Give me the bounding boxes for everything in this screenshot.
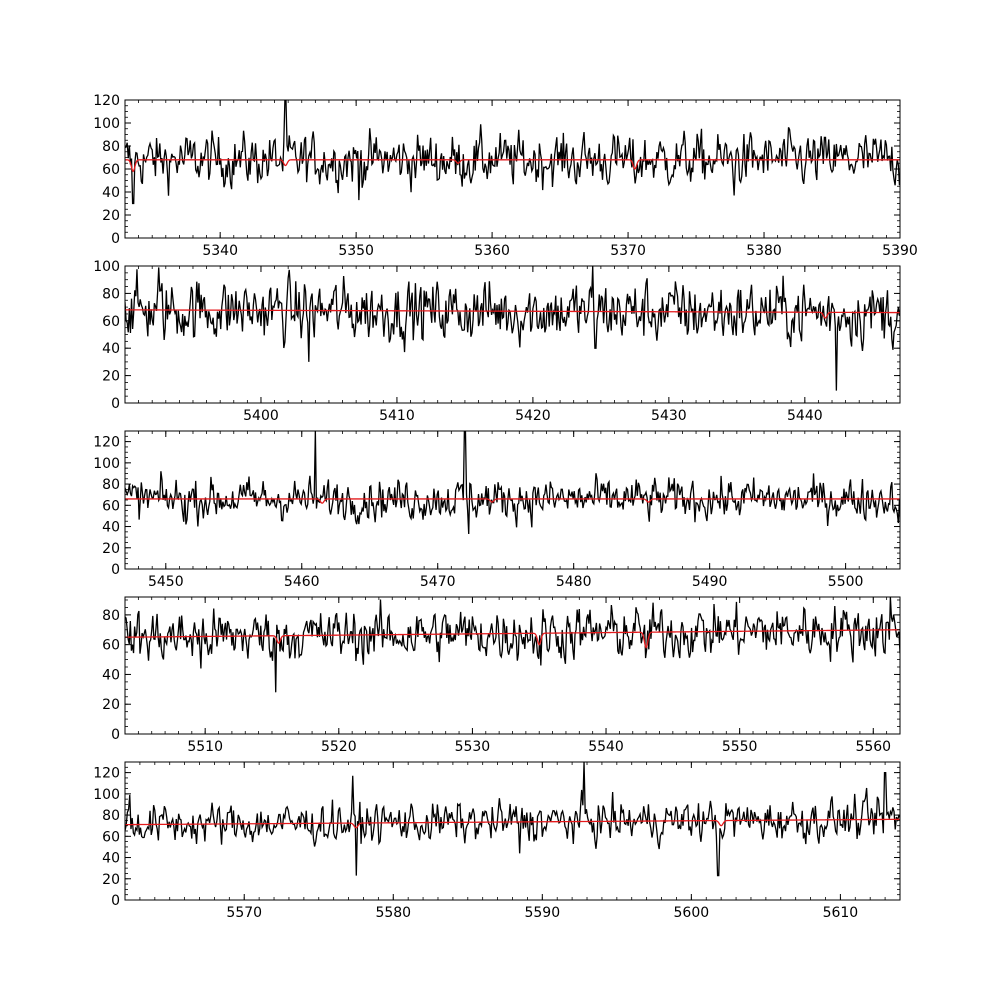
x-tick-label: 5570 [226,905,262,921]
spectrum-panel-2: 5400 5410 5420 5430 5440 0 20 40 60 80 100 [93,259,901,424]
model-spectrum-line-4 [125,629,900,649]
y-tick-label: 40 [102,341,120,357]
x-tick-label: 5540 [588,739,624,755]
observed-spectrum-line-1 [125,100,900,205]
y-tick-label: 100 [93,116,120,132]
x-tick-label: 5340 [202,243,238,259]
x-tick-label: 5510 [187,739,223,755]
y-tick-label: 40 [102,851,120,867]
y-tick-label: 100 [93,259,120,275]
x-tick-label: 5350 [338,243,374,259]
x-tick-label: 5420 [515,408,551,424]
y-tick-label: 120 [93,93,120,109]
y-tick-label: 80 [102,286,120,302]
x-tick-label: 5560 [855,739,891,755]
y-tick-label: 20 [102,872,120,888]
y-tick-label: 40 [102,520,120,536]
y-tick-label: 0 [111,893,120,909]
x-tick-label: 5450 [148,574,184,590]
y-tick-label: 60 [102,498,120,514]
y-tick-label: 0 [111,562,120,578]
x-tick-label: 5400 [243,408,279,424]
y-tick-label: 100 [93,456,120,472]
spectrum-panel-1: 5340 5350 5360 5370 5380 5390 0 20 40 60 80 100 120 [93,93,918,259]
y-tick-label: 120 [93,766,120,782]
y-tick-label: 60 [102,829,120,845]
x-tick-label: 5470 [420,574,456,590]
x-tick-label: 5390 [882,243,918,259]
spectrum-panel-5: 5570 5580 5590 5600 5610 0 20 40 60 80 100 120 [93,761,901,921]
y-tick-label: 80 [102,608,120,624]
model-spectrum-line-2 [125,309,900,319]
x-tick-label: 5530 [455,739,491,755]
x-tick-label: 5520 [321,739,357,755]
x-tick-label: 5600 [674,905,710,921]
x-tick-label: 5430 [651,408,687,424]
y-tick-label: 100 [93,787,120,803]
axes-frame-4 [124,596,901,735]
x-tick-label: 5480 [556,574,592,590]
observed-spectrum-line-4 [125,597,900,693]
y-tick-label: 20 [102,369,120,385]
x-tick-label: 5590 [524,905,560,921]
spectrum-panel-4: 5510 5520 5530 5540 5550 5560 0 20 40 60 80 [102,596,901,755]
x-tick-label: 5500 [828,574,864,590]
y-tick-label: 20 [102,541,120,557]
observed-spectrum-line-3 [125,431,900,535]
model-spectrum-line-1 [125,159,900,173]
y-tick-label: 60 [102,314,120,330]
x-tick-label: 5490 [692,574,728,590]
x-tick-label: 5410 [379,408,415,424]
y-tick-label: 80 [102,477,120,493]
model-spectrum-line-3 [125,498,900,504]
y-tick-label: 120 [93,435,120,451]
x-tick-label: 5460 [284,574,320,590]
spectrum-panel-3: 5450 5460 5470 5480 5490 5500 0 20 40 60 80 100 120 [93,430,901,590]
observed-spectrum-line-5 [125,762,900,877]
x-tick-label: 5370 [610,243,646,259]
y-tick-label: 20 [102,208,120,224]
x-tick-label: 5440 [787,408,823,424]
y-tick-label: 40 [102,185,120,201]
x-tick-label: 5580 [375,905,411,921]
y-tick-label: 80 [102,139,120,155]
y-tick-label: 20 [102,697,120,713]
y-tick-label: 80 [102,808,120,824]
y-tick-label: 60 [102,162,120,178]
x-tick-label: 5550 [722,739,758,755]
model-spectrum-line-5 [125,818,900,829]
y-tick-label: 60 [102,638,120,654]
y-tick-label: 40 [102,667,120,683]
x-tick-label: 5380 [746,243,782,259]
observed-spectrum-line-2 [125,266,900,391]
y-tick-label: 0 [111,727,120,743]
y-tick-label: 0 [111,396,120,412]
x-tick-label: 5610 [823,905,859,921]
x-tick-label: 5360 [474,243,510,259]
y-tick-label: 0 [111,231,120,247]
axes-frame-5 [124,761,901,901]
